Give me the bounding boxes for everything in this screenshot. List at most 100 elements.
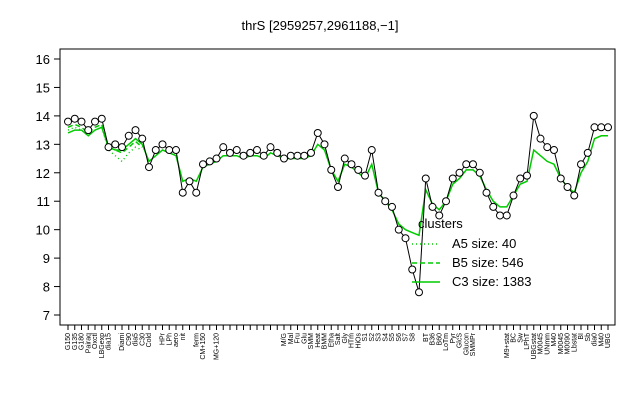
- x-tick-label: LoTm: [443, 333, 450, 351]
- data-point: [401, 234, 410, 243]
- x-tick-label: S6: [396, 333, 403, 342]
- x-tick-label: G180: [79, 333, 86, 350]
- data-point: [509, 191, 518, 200]
- legend-label: C3 size: 1383: [452, 274, 532, 289]
- y-tick-label: 10: [36, 223, 50, 238]
- data-point: [590, 123, 599, 132]
- x-tick-label: MG+120: [214, 333, 221, 360]
- x-tick-label: Pairaq: [85, 333, 92, 353]
- data-point: [394, 225, 403, 234]
- data-point: [199, 160, 207, 169]
- x-tick-label: M9+stat: [504, 333, 511, 358]
- data-point: [232, 146, 241, 155]
- x-tick-label: G135: [72, 333, 79, 350]
- data-point: [253, 146, 261, 155]
- data-point: [550, 146, 558, 155]
- x-tick-label: CM+150: [200, 333, 207, 360]
- x-tick-label: Fru: [295, 333, 302, 344]
- data-point: [563, 183, 572, 191]
- data-point: [516, 174, 525, 183]
- data-point: [246, 148, 255, 157]
- data-point: [482, 188, 491, 197]
- x-tick-label: M40: [598, 333, 605, 347]
- x-tick-label: Etha: [328, 333, 335, 348]
- x-tick-label: S4: [382, 333, 389, 342]
- data-point: [496, 211, 504, 220]
- legend-label: A5 size: 40: [452, 236, 516, 251]
- x-tick-label: Heat: [315, 333, 322, 348]
- x-tick-label: Cold: [146, 333, 153, 348]
- x-tick-label: Sb: [585, 333, 592, 342]
- legend-title: clusters: [418, 216, 463, 231]
- data-point: [448, 174, 457, 183]
- data-point: [604, 123, 612, 132]
- y-tick-label: 11: [37, 194, 51, 209]
- x-tick-label: UBG: [605, 333, 612, 348]
- x-tick-label: UBGstat: [531, 333, 538, 360]
- data-point: [212, 154, 221, 163]
- x-tick-label: B60: [436, 333, 443, 346]
- data-point: [205, 157, 214, 166]
- cluster-line: [67, 126, 608, 237]
- data-point: [307, 148, 315, 157]
- legend-label: B5 size: 546: [452, 255, 524, 270]
- data-point: [381, 197, 390, 206]
- data-point: [104, 143, 113, 152]
- data-point: [597, 123, 606, 132]
- data-point: [361, 171, 369, 180]
- x-tick-label: Glucon: [463, 333, 470, 355]
- data-point: [111, 140, 120, 149]
- data-point: [340, 154, 349, 163]
- chart-title: thrS [2959257,2961188,−1]: [242, 18, 399, 33]
- x-tick-label: Salt: [335, 333, 342, 345]
- data-point: [124, 131, 133, 140]
- data-point: [97, 114, 106, 123]
- data-point: [91, 117, 99, 126]
- x-tick-label: UNmm: [544, 333, 551, 355]
- data-point: [239, 151, 248, 160]
- x-tick-label: M/G: [281, 333, 288, 346]
- data-point: [327, 165, 336, 174]
- y-tick-label: 8: [43, 280, 50, 295]
- y-tick-label: 15: [36, 80, 50, 95]
- x-tick-label: BT: [423, 332, 430, 342]
- data-point: [536, 134, 545, 143]
- data-point: [77, 117, 86, 126]
- x-tick-label: Glu: [301, 333, 308, 344]
- x-tick-label: HTm: [349, 333, 356, 348]
- x-tick-label: dia15: [106, 333, 113, 350]
- x-tick-label: BC: [511, 333, 518, 343]
- data-point: [435, 211, 444, 220]
- x-tick-label: aero: [173, 333, 180, 347]
- data-point: [158, 140, 167, 149]
- x-tick-label: M40: [551, 333, 558, 347]
- y-tick-label: 9: [43, 251, 50, 266]
- x-tick-label: S8: [409, 333, 416, 342]
- data-point: [374, 188, 383, 197]
- data-point: [226, 148, 234, 157]
- data-point: [489, 202, 498, 211]
- data-point: [543, 143, 552, 152]
- x-tick-label: G150: [65, 333, 72, 350]
- data-point: [138, 134, 147, 143]
- x-tick-label: BI: [578, 333, 585, 340]
- data-point: [70, 114, 79, 123]
- x-tick-label: Oxctl: [92, 333, 99, 349]
- y-tick-label: 13: [36, 137, 50, 152]
- x-tick-label: Lbstat: [571, 333, 578, 352]
- data-point: [286, 151, 295, 160]
- data-point: [293, 151, 302, 160]
- data-point: [529, 111, 538, 120]
- x-tick-label: S5: [389, 333, 396, 342]
- y-tick-label: 14: [36, 109, 50, 124]
- y-tick-label: 16: [36, 52, 50, 67]
- data-point: [367, 146, 376, 155]
- data-point: [475, 168, 484, 177]
- data-point: [84, 126, 93, 135]
- x-tick-label: LBGexp: [99, 333, 106, 358]
- data-point: [502, 211, 511, 220]
- data-point: [583, 148, 592, 157]
- data-point: [421, 174, 430, 183]
- data-point: [469, 160, 477, 169]
